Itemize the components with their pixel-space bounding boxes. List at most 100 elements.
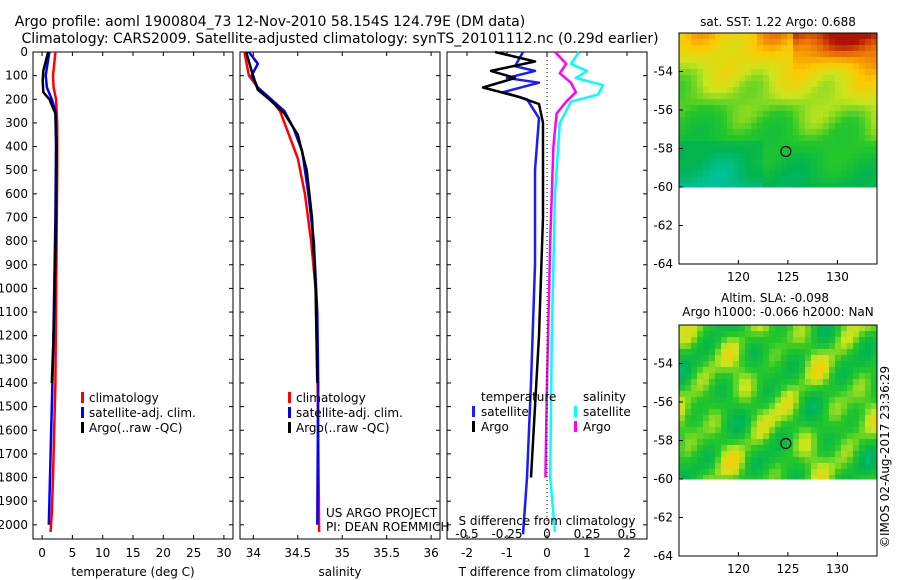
heatmap-cell: [865, 159, 872, 166]
heatmap-cell: [709, 57, 716, 64]
heatmap-cell: [703, 475, 710, 480]
heatmap-cell: [745, 51, 752, 58]
heatmap-cell: [871, 63, 878, 70]
heatmap-cell: [751, 45, 758, 52]
heatmap-cell: [799, 427, 806, 434]
heatmap-cell: [685, 361, 692, 368]
heatmap-cell: [739, 445, 746, 452]
heatmap-cell: [727, 397, 734, 404]
depth-tick-label: 1600: [0, 423, 28, 437]
heatmap-cell: [781, 343, 788, 350]
heatmap-cell: [751, 39, 758, 46]
heatmap-cell: [733, 415, 740, 422]
heatmap-cell: [745, 433, 752, 440]
heatmap-cell: [721, 397, 728, 404]
heatmap-cell: [871, 153, 878, 160]
heatmap-cell: [811, 81, 818, 88]
heatmap-cell: [871, 165, 878, 172]
heatmap-cell: [805, 445, 812, 452]
heatmap-cell: [727, 451, 734, 458]
heatmap-cell: [787, 93, 794, 100]
heatmap-cell: [865, 147, 872, 154]
heatmap-cell: [805, 69, 812, 76]
x-tick-label: -2: [461, 546, 473, 560]
heatmap-cell: [799, 403, 806, 410]
heatmap-cell: [763, 135, 770, 142]
heatmap-cell: [871, 117, 878, 124]
heatmap-cell: [811, 99, 818, 106]
heatmap-cell: [691, 427, 698, 434]
heatmap-cell: [799, 117, 806, 124]
heatmap-cell: [745, 427, 752, 434]
heatmap-cell: [769, 373, 776, 380]
heatmap-cell: [847, 123, 854, 130]
heatmap-cell: [679, 361, 686, 368]
heatmap-cell: [841, 355, 848, 362]
heatmap-cell: [757, 343, 764, 350]
heatmap-cell: [835, 415, 842, 422]
heatmap-cell: [805, 343, 812, 350]
heatmap-cell: [787, 373, 794, 380]
x-tick-label: 35: [335, 546, 350, 560]
heatmap-cell: [799, 75, 806, 82]
heatmap-cell: [697, 63, 704, 70]
heatmap-cell: [799, 129, 806, 136]
heatmap-cell: [739, 81, 746, 88]
heatmap-cell: [715, 463, 722, 470]
heatmap-cell: [703, 69, 710, 76]
heatmap-cell: [859, 427, 866, 434]
heatmap-cell: [847, 343, 854, 350]
heatmap-cell: [871, 409, 878, 416]
heatmap-cell: [841, 385, 848, 392]
heatmap-cell: [835, 421, 842, 428]
heatmap-cell: [769, 177, 776, 184]
heatmap-cell: [679, 171, 686, 178]
heatmap-cell: [811, 141, 818, 148]
heatmap-cell: [751, 123, 758, 130]
heatmap-cell: [811, 111, 818, 118]
map2-title1: Altim. SLA: -0.098: [721, 291, 829, 305]
heatmap-cell: [865, 367, 872, 374]
heatmap-cell: [811, 391, 818, 398]
heatmap-cell: [799, 63, 806, 70]
heatmap-cell: [715, 427, 722, 434]
heatmap-cell: [715, 415, 722, 422]
heatmap-cell: [745, 147, 752, 154]
heatmap-cell: [757, 367, 764, 374]
heatmap-cell: [811, 397, 818, 404]
heatmap-cell: [781, 81, 788, 88]
lat-tick-label: -60: [653, 180, 673, 194]
heatmap-cell: [775, 177, 782, 184]
heatmap-cell: [757, 451, 764, 458]
heatmap-cell: [691, 93, 698, 100]
heatmap-cell: [817, 355, 824, 362]
heatmap-cell: [703, 141, 710, 148]
heatmap-cell: [805, 75, 812, 82]
heatmap-cell: [691, 373, 698, 380]
heatmap-cell: [733, 337, 740, 344]
heatmap-cell: [847, 87, 854, 94]
heatmap-cell: [757, 361, 764, 368]
heatmap-cell: [721, 337, 728, 344]
heatmap-cell: [841, 361, 848, 368]
heatmap-cell: [871, 439, 878, 446]
heatmap-cell: [715, 39, 722, 46]
heatmap-cell: [829, 105, 836, 112]
heatmap-cell: [727, 81, 734, 88]
heatmap-cell: [775, 117, 782, 124]
lat-tick-label: -64: [653, 257, 673, 271]
heatmap-cell: [835, 451, 842, 458]
heatmap-cell: [871, 361, 878, 368]
heatmap-cell: [847, 337, 854, 344]
heatmap-cell: [793, 111, 800, 118]
heatmap-cell: [727, 427, 734, 434]
heatmap-cell: [733, 39, 740, 46]
heatmap-cell: [679, 409, 686, 416]
depth-tick-label: 700: [5, 210, 28, 224]
heatmap-cell: [697, 153, 704, 160]
heatmap-cell: [853, 451, 860, 458]
heatmap-cell: [787, 361, 794, 368]
heatmap-cell: [793, 135, 800, 142]
heatmap-cell: [757, 421, 764, 428]
heatmap-cell: [733, 159, 740, 166]
